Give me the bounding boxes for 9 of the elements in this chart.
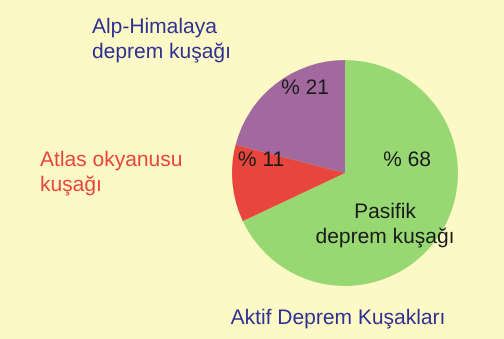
pie-slice bbox=[236, 60, 345, 173]
data-label: % 11 bbox=[238, 148, 284, 171]
slice-label: Pasifik deprem kuşağı bbox=[316, 200, 454, 248]
slice-label: Alp-Himalaya deprem kuşağı bbox=[92, 15, 231, 63]
pie-slice bbox=[232, 144, 345, 222]
data-label: % 21 bbox=[281, 76, 329, 99]
slice-label: Atlas okyanusu kuşağı bbox=[40, 148, 182, 196]
data-label: % 68 bbox=[383, 148, 431, 171]
text: Aktif Deprem Kuşakları bbox=[230, 306, 446, 329]
